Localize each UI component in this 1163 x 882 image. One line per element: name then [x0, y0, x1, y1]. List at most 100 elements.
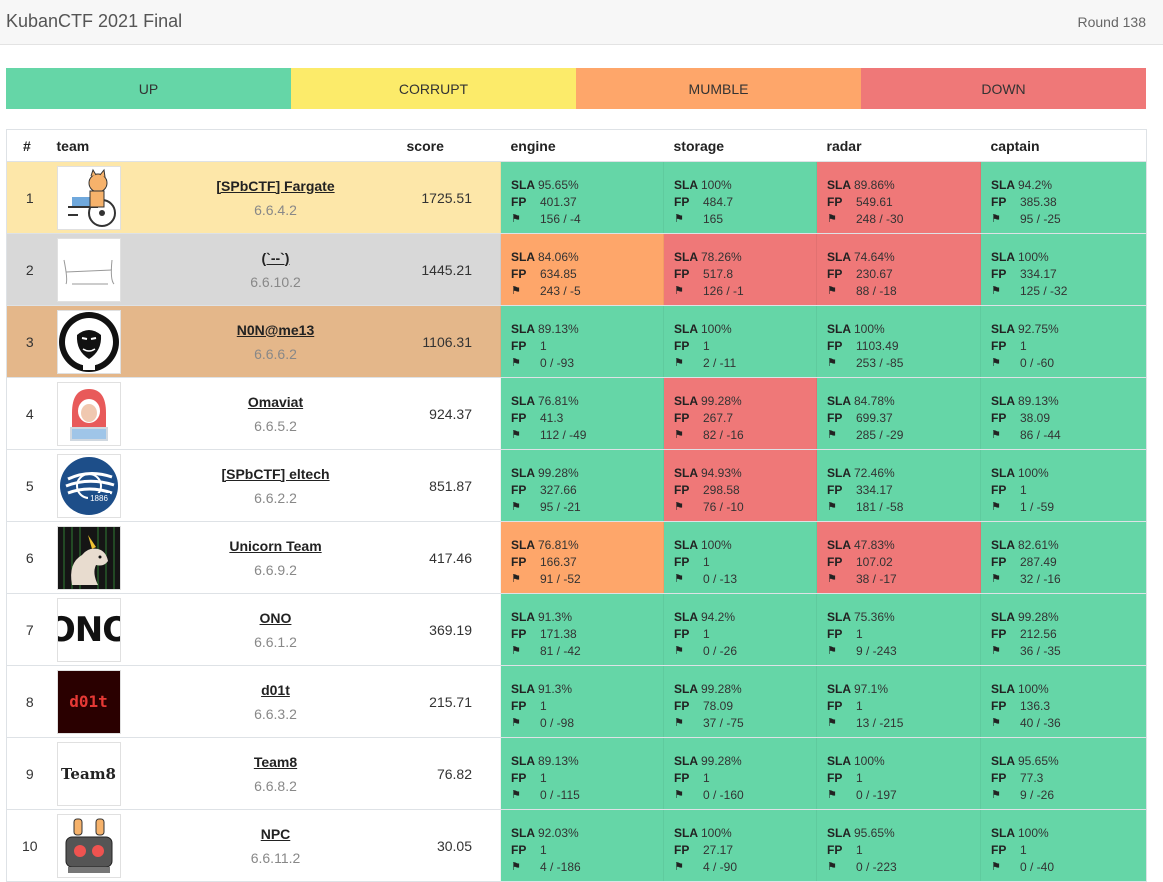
flags-line: ⚑ 82 / -16 [674, 427, 806, 444]
fp-line: FP 1 [674, 338, 806, 355]
sla-label: SLA [991, 609, 1015, 624]
team-cell: Unicorn Team 6.6.9.2 [150, 521, 401, 594]
team-cell: ONO 6.6.1.2 [150, 593, 401, 666]
team-name-link[interactable]: d01t [261, 681, 290, 698]
sla-label: SLA [991, 681, 1015, 696]
team-place: 10 [6, 809, 47, 882]
fp-line: FP 1 [511, 842, 653, 859]
fp-line: FP 549.61 [827, 194, 970, 211]
fp-label: FP [991, 842, 1007, 857]
sla-value: 75.36% [854, 609, 895, 624]
flags-value: 285 / -29 [856, 427, 904, 442]
team-logo-cell [46, 161, 151, 234]
flag-icon: ⚑ [511, 572, 521, 585]
flags-value: 0 / -223 [856, 859, 897, 874]
team-name-link[interactable]: Omaviat [247, 393, 304, 410]
service-cell-storage: SLA 100% FP 1 ⚑ 2 / -11 [663, 305, 817, 378]
service-cell-captain: SLA 100% FP 1 ⚑ 0 / -40 [980, 809, 1147, 882]
flags-value: 13 / -215 [856, 715, 904, 730]
sla-value: 89.86% [854, 177, 895, 192]
team-name-link[interactable]: [SPbCTF] Fargate [216, 177, 335, 194]
round-counter: Round 138 [1077, 14, 1146, 30]
flag-icon: ⚑ [511, 788, 521, 801]
flag-icon: ⚑ [991, 500, 1001, 513]
team-row: 9 Team8 Team8 6.6.8.2 76.82 SLA 89.13% F… [6, 737, 1147, 810]
sla-label: SLA [674, 825, 698, 840]
flags-value: 9 / -243 [856, 643, 897, 658]
sla-line: SLA 99.28% [991, 609, 1136, 626]
sla-line: SLA 89.13% [511, 753, 653, 770]
fp-line: FP 230.67 [827, 266, 970, 283]
team-score: 1725.51 [400, 161, 501, 234]
sla-line: SLA 47.83% [827, 537, 970, 554]
sla-line: SLA 91.3% [511, 681, 653, 698]
team-name-link[interactable]: N0N@me13 [236, 321, 315, 338]
sla-label: SLA [511, 393, 535, 408]
service-cell-radar: SLA 74.64% FP 230.67 ⚑ 88 / -18 [816, 233, 981, 306]
team-score: 369.19 [400, 593, 501, 666]
sla-line: SLA 95.65% [991, 753, 1136, 770]
flag-icon: ⚑ [511, 644, 521, 657]
sla-value: 97.1% [854, 681, 889, 696]
team-place: 7 [6, 593, 47, 666]
fp-label: FP [511, 266, 527, 281]
fp-line: FP 1 [991, 842, 1136, 859]
fp-value: 484.7 [703, 194, 734, 209]
flag-icon: ⚑ [991, 284, 1001, 297]
fp-value: 1 [1020, 842, 1027, 857]
fp-value: 38.09 [1020, 410, 1051, 425]
team-place: 8 [6, 665, 47, 738]
fp-line: FP 699.37 [827, 410, 970, 427]
sla-label: SLA [674, 465, 698, 480]
sla-value: 89.13% [538, 753, 579, 768]
fp-value: 1 [540, 338, 547, 353]
team-name-link[interactable]: ONO [259, 609, 292, 626]
service-cell-radar: SLA 95.65% FP 1 ⚑ 0 / -223 [816, 809, 981, 882]
fp-value: 1 [1020, 482, 1027, 497]
team-logo-cell [46, 377, 151, 450]
team-name-link[interactable]: NPC [260, 825, 291, 842]
team8-logo: Team8 [56, 741, 121, 806]
sla-value: 94.2% [701, 609, 736, 624]
fp-value: 1 [540, 698, 547, 713]
fp-label: FP [991, 482, 1007, 497]
team-row: 1 [SPbCTF] Fargate 6.6.4.2 1725.51 SLA 9… [6, 161, 1147, 234]
flags-line: ⚑ 165 [674, 211, 806, 228]
fp-label: FP [991, 554, 1007, 569]
fp-line: FP 1 [511, 338, 653, 355]
team-name-link[interactable]: [SPbCTF] eltech [221, 465, 330, 482]
flags-value: 125 / -32 [1020, 283, 1068, 298]
team-name-link[interactable]: (`--`) [261, 249, 290, 266]
sla-line: SLA 91.3% [511, 609, 653, 626]
fp-value: 334.17 [856, 482, 893, 497]
team-logo-cell: Team8 [46, 737, 151, 810]
fp-line: FP 267.7 [674, 410, 806, 427]
logo-text: ONO [58, 609, 120, 650]
sla-label: SLA [511, 465, 535, 480]
flag-icon: ⚑ [674, 716, 684, 729]
sla-value: 100% [854, 753, 885, 768]
team-name-link[interactable]: Team8 [253, 753, 298, 770]
flag-icon: ⚑ [511, 860, 521, 873]
fp-value: 41.3 [540, 410, 564, 425]
flags-value: 95 / -25 [1020, 211, 1061, 226]
fp-value: 1 [1020, 338, 1027, 353]
flags-value: 76 / -10 [703, 499, 744, 514]
team-row: 5 1886 [SPbCTF] eltech 6.6.2.2 851.87 SL… [6, 449, 1147, 522]
sla-label: SLA [511, 537, 535, 552]
fp-line: FP 1103.49 [827, 338, 970, 355]
service-cell-engine: SLA 84.06% FP 634.85 ⚑ 243 / -5 [500, 233, 664, 306]
sla-line: SLA 89.13% [991, 393, 1136, 410]
sla-label: SLA [674, 609, 698, 624]
sla-line: SLA 95.65% [827, 825, 970, 842]
team-name-link[interactable]: Unicorn Team [229, 537, 322, 554]
sla-label: SLA [991, 825, 1015, 840]
flags-value: 248 / -30 [856, 211, 904, 226]
flags-value: 156 / -4 [540, 211, 581, 226]
fp-value: 230.67 [856, 266, 893, 281]
flags-line: ⚑ 32 / -16 [991, 571, 1136, 588]
fp-label: FP [674, 626, 690, 641]
sla-line: SLA 100% [991, 465, 1136, 482]
flags-line: ⚑ 0 / -160 [674, 787, 806, 804]
team-logo-cell [46, 233, 151, 306]
